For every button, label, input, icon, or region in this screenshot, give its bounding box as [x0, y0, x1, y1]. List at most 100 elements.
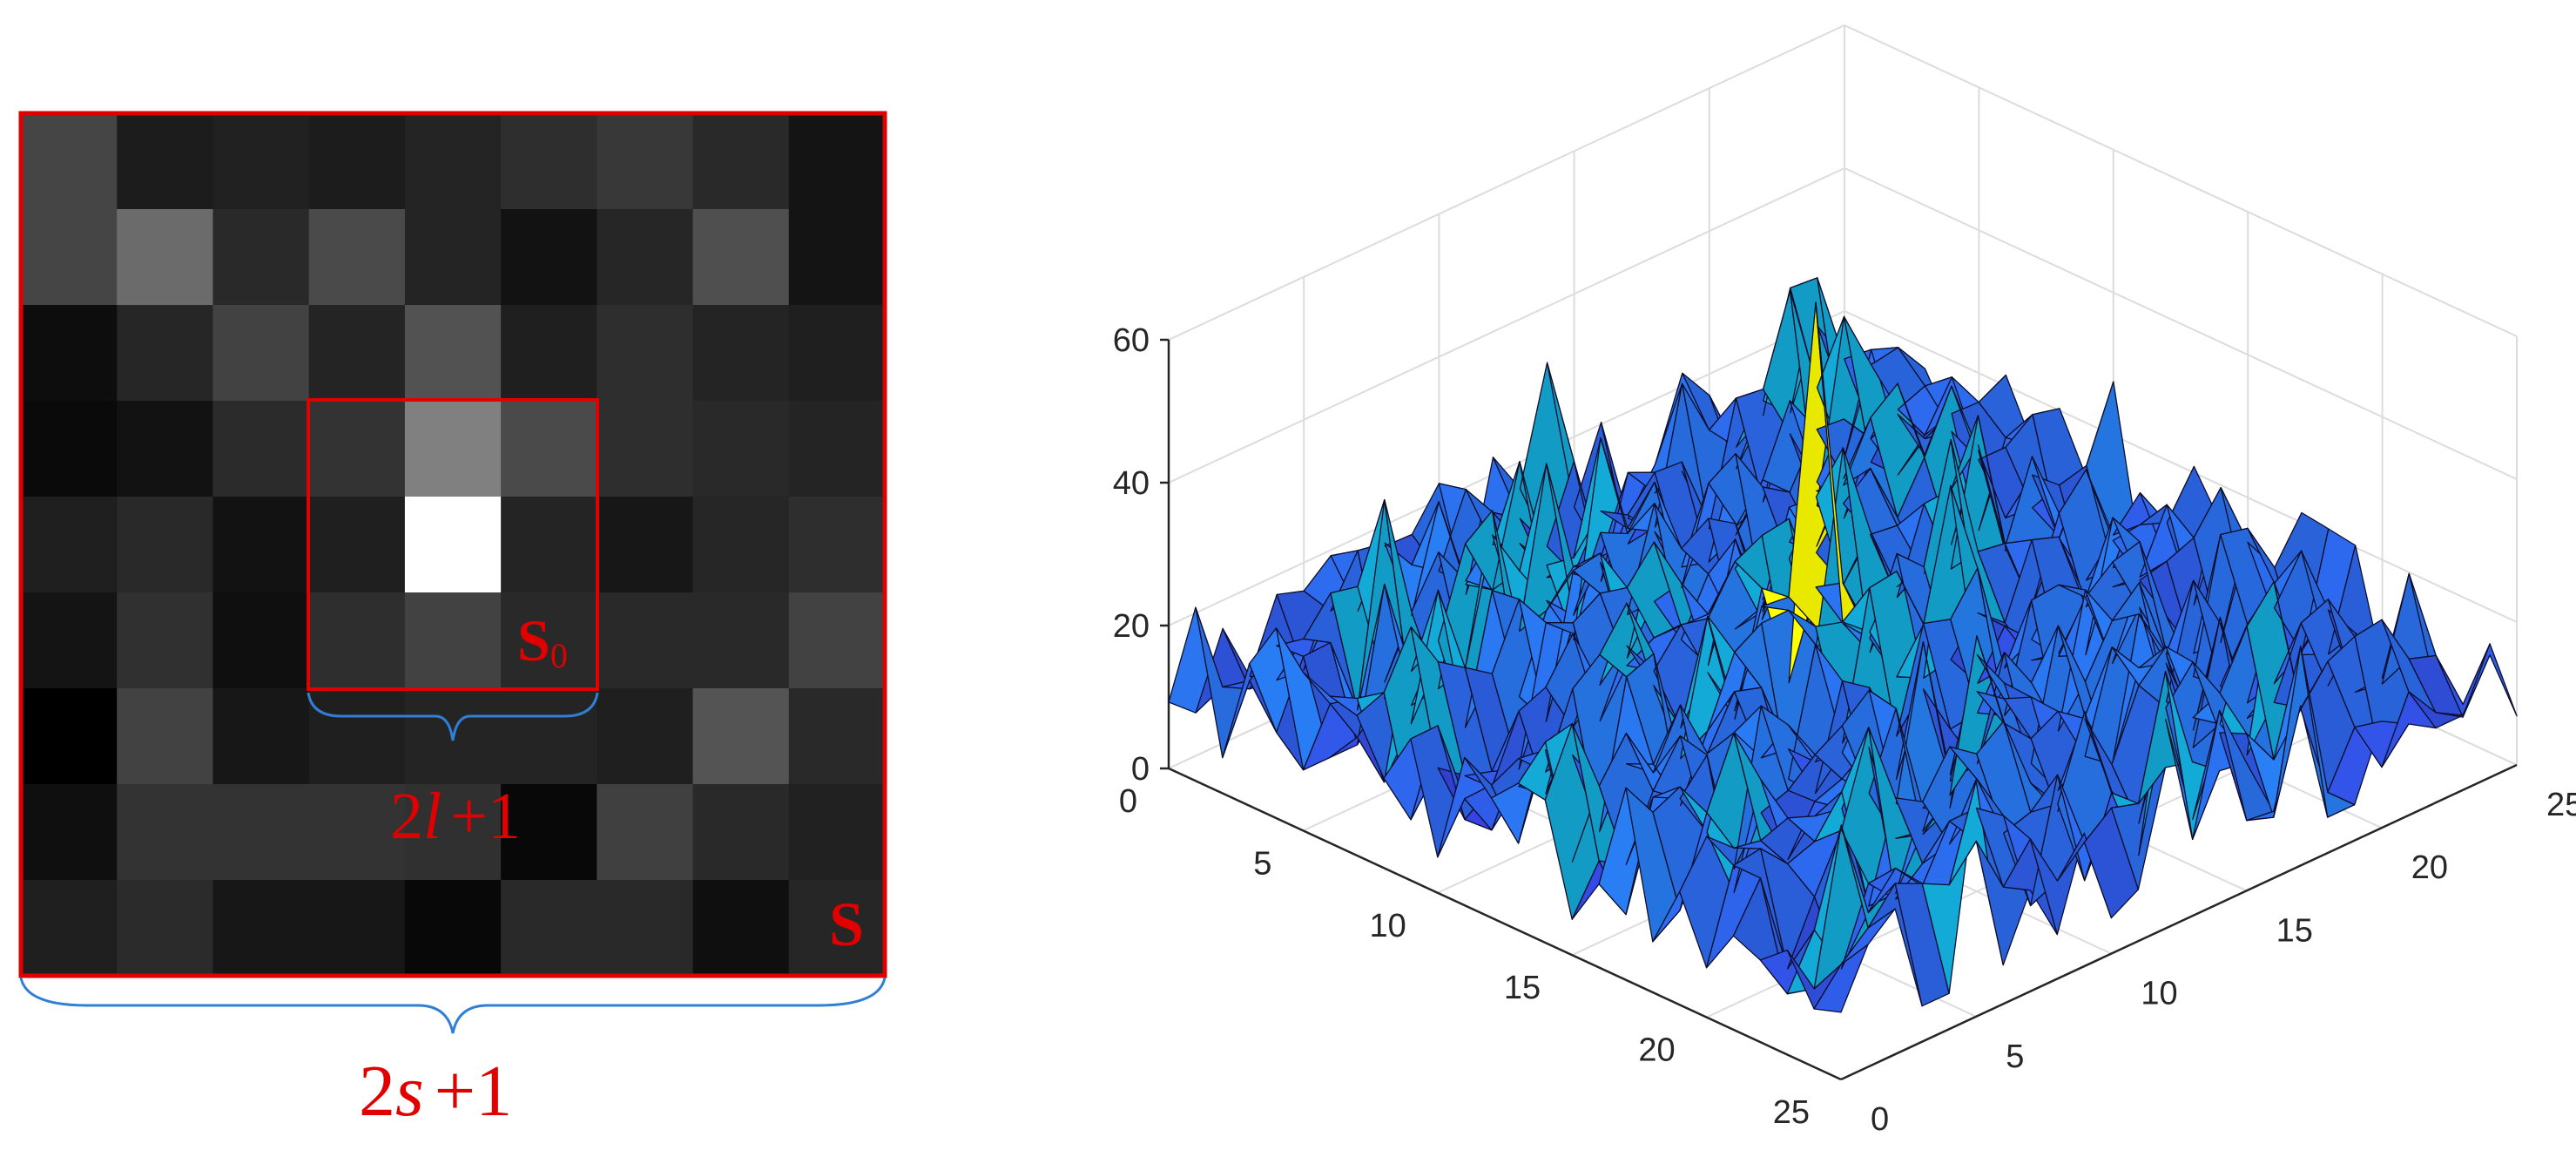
- pixel-cell: [117, 880, 214, 977]
- pixel-cell: [597, 497, 694, 593]
- pixel-cell: [308, 305, 406, 402]
- pixel-cell: [21, 688, 118, 785]
- left-axis-tick-label: 5: [1253, 845, 1271, 882]
- pixel-cell: [692, 784, 790, 881]
- pixel-cell: [212, 305, 310, 402]
- right-axis-tick-label: 5: [2006, 1039, 2024, 1075]
- pixel-cell: [21, 592, 118, 689]
- pixel-cell: [501, 209, 597, 306]
- left-axis-tick-label: 0: [1119, 783, 1137, 820]
- pixel-grid: [21, 113, 886, 977]
- pixel-cell: [788, 401, 886, 497]
- pixel-cell: [21, 880, 118, 977]
- pixel-cell: [788, 592, 886, 689]
- pixel-cell: [692, 209, 790, 306]
- pixel-cell: [117, 592, 214, 689]
- pixel-cell: [501, 880, 597, 977]
- pixel-cell: [308, 688, 406, 785]
- pixel-cell: [788, 113, 886, 210]
- grid-line: [1844, 167, 2518, 480]
- pixel-cell: [597, 113, 694, 210]
- pixel-cell: [788, 784, 886, 881]
- inner-window-frame: [307, 398, 599, 691]
- pixel-cell: [212, 401, 310, 497]
- pixel-cell: [692, 305, 790, 402]
- pixel-cell: [117, 305, 214, 402]
- pixel-cell: [212, 497, 310, 593]
- left-axis-line: [1168, 767, 1842, 1081]
- z-tick-label: 60: [1113, 322, 1150, 359]
- z-tick-label: 40: [1113, 465, 1150, 502]
- pixel-cell: [692, 688, 790, 785]
- pixel-cell: [308, 209, 406, 306]
- left-axis-tick-label: 15: [1504, 970, 1541, 1006]
- pixel-cell: [212, 688, 310, 785]
- pixel-cell: [21, 497, 118, 593]
- grid-line: [1844, 24, 2518, 337]
- pixel-cell: [308, 497, 406, 593]
- pixel-cell: [501, 497, 597, 593]
- pixel-cell: [212, 784, 310, 881]
- pixel-cell: [501, 592, 597, 689]
- pixel-cell: [21, 784, 118, 881]
- grid-line: [1168, 24, 1845, 341]
- pixel-cell: [212, 113, 310, 210]
- right-axis-tick-label: 10: [2141, 976, 2177, 1012]
- pixel-cell: [404, 784, 502, 881]
- pixel-cell: [212, 880, 310, 977]
- grid-line: [1168, 310, 1845, 626]
- pixel-cell: [21, 209, 118, 306]
- pixel-cell: [117, 113, 214, 210]
- pixel-cell: [501, 401, 597, 497]
- left-axis-tick-label: 20: [1638, 1032, 1675, 1069]
- pixel-cell: [308, 880, 406, 977]
- pixel-cell: [788, 305, 886, 402]
- right-axis-tick-label: 25: [2546, 787, 2576, 823]
- pixel-cell: [117, 784, 214, 881]
- pixel-cell: [404, 209, 502, 306]
- left-axis-tick-label: 10: [1370, 908, 1406, 944]
- pixel-cell: [308, 592, 406, 689]
- pixel-cell: [597, 209, 694, 306]
- pixel-cell: [692, 497, 790, 593]
- outer-brace-label: 2s +1: [359, 1051, 512, 1132]
- pixel-cell: [117, 401, 214, 497]
- pixel-cell: [308, 401, 406, 497]
- pixel-cell: [788, 880, 886, 977]
- pixel-cell: [212, 209, 310, 306]
- outer-window-label: S: [829, 890, 864, 959]
- inner-window-label: S0: [517, 607, 568, 675]
- pixel-cell: [501, 784, 597, 881]
- pixel-cell: [597, 401, 694, 497]
- pixel-cell: [21, 305, 118, 402]
- pixel-cell: [692, 401, 790, 497]
- pixel-cell: [788, 688, 886, 785]
- pixel-cell: [692, 592, 790, 689]
- pixel-cell: [308, 113, 406, 210]
- outer-window-frame: [18, 111, 887, 978]
- grid-line: [1844, 310, 2518, 623]
- right-axis-tick-label: 20: [2411, 849, 2448, 886]
- surface-face: [2462, 643, 2518, 718]
- pixel-cell: [308, 784, 406, 881]
- pixel-cell: [597, 305, 694, 402]
- outer-brace: [19, 977, 887, 1034]
- pixel-cell: [404, 113, 502, 210]
- pixel-cell: [501, 305, 597, 402]
- pixel-cell: [692, 113, 790, 210]
- inner-brace: [307, 692, 599, 741]
- pixel-cell: [597, 784, 694, 881]
- pixel-cell: [501, 688, 597, 785]
- surface-mesh: [1168, 277, 2518, 1013]
- right-axis-tick-label: 0: [1871, 1101, 1889, 1138]
- pixel-cell: [597, 880, 694, 977]
- pixel-cell: [788, 497, 886, 593]
- left-axis-tick-label: 25: [1773, 1094, 1810, 1131]
- pixel-cell: [21, 113, 118, 210]
- inner-brace-label: 2l +1: [390, 780, 521, 853]
- pixel-cell: [21, 401, 118, 497]
- pixel-cell: [117, 688, 214, 785]
- pixel-cell: [404, 497, 502, 593]
